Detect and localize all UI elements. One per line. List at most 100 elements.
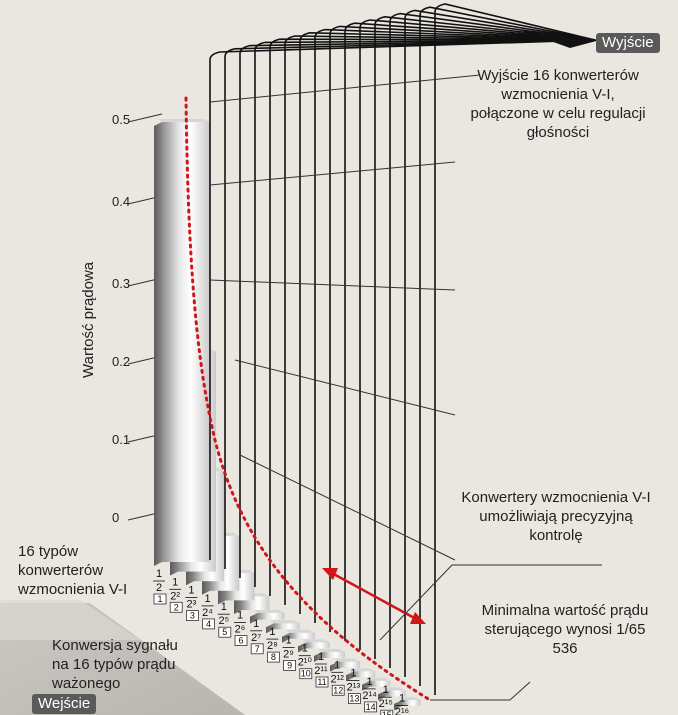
converter-column-1 <box>154 119 210 566</box>
fraction-numerator: 1 <box>318 651 324 663</box>
index-number: 7 <box>255 644 260 654</box>
wire-4 <box>254 39 596 587</box>
fraction-denominator: 2¹⁵ <box>379 698 393 710</box>
fraction-denominator: 2⁵ <box>218 615 229 627</box>
index-number: 9 <box>287 660 292 670</box>
fraction-denominator: 2¹⁴ <box>362 690 377 702</box>
index-box <box>234 635 248 646</box>
fraction-numerator: 1 <box>172 576 178 588</box>
fraction-numerator: 1 <box>367 676 373 688</box>
index-number: 4 <box>206 619 211 629</box>
fraction-denominator: 2¹¹ <box>314 665 328 677</box>
y-tick-line <box>127 113 163 123</box>
wire-16 <box>434 3 596 695</box>
fraction-label-1: 121 <box>153 568 167 605</box>
fraction-denominator: 2² <box>170 590 180 602</box>
fraction-label-8: 1 2⁸8 <box>266 626 280 663</box>
converter-column-14 <box>362 677 391 691</box>
y-tick-label: 0.1 <box>112 432 130 447</box>
index-number: 11 <box>317 677 326 687</box>
fraction-numerator: 1 <box>334 659 340 671</box>
index-number: 14 <box>366 702 376 712</box>
wire-10 <box>344 22 596 641</box>
wire-13 <box>389 12 596 668</box>
fraction-numerator: 1 <box>383 684 389 696</box>
index-number: 2 <box>174 602 179 612</box>
callout-outputs: Wyjście 16 konwerterów wzmocnienia V-I, … <box>470 67 646 141</box>
fraction-denominator: 2⁶ <box>235 624 246 636</box>
output-wires <box>209 3 596 695</box>
fraction-denominator: 2⁷ <box>251 632 261 644</box>
range-double-arrow <box>322 568 426 624</box>
index-box <box>380 709 394 715</box>
callout-minimum: Minimalna wartość prądu sterującego wyno… <box>481 602 649 657</box>
wire-9 <box>329 25 596 632</box>
index-number: 1 <box>157 594 162 604</box>
converter-column-13 <box>346 668 376 682</box>
fraction-numerator: 1 <box>269 626 275 638</box>
y-axis-label: Wartość prądowa <box>80 261 97 378</box>
index-number: 10 <box>301 669 311 679</box>
index-number: 3 <box>190 611 195 621</box>
wire-15 <box>419 6 596 686</box>
input-tag: Wejście <box>32 694 97 714</box>
y-tick-label: 0.4 <box>112 194 130 209</box>
index-box <box>202 618 216 630</box>
callout-converters: Konwertery wzmocnienia V-I umożliwiają p… <box>461 489 651 544</box>
fraction-label-5: 1 2⁵5 <box>217 601 232 638</box>
converter-column-10 <box>298 639 330 653</box>
fraction-denominator: 2¹³ <box>347 682 361 694</box>
y-tick-label: 0.3 <box>112 276 130 291</box>
wire-8 <box>314 28 596 623</box>
y-tick-label: 0 <box>112 510 119 525</box>
index-box <box>185 610 199 621</box>
fraction-denominator: 2¹⁰ <box>298 657 313 669</box>
fraction-label-4: 1 2⁴4 <box>201 593 216 630</box>
fraction-label-7: 1 2⁷7 <box>250 618 264 655</box>
output-tag: Wyjście <box>596 33 660 53</box>
wire-5 <box>269 38 596 596</box>
output-arrow <box>520 30 600 48</box>
callout-conversion: Konwersja sygnału na 16 typów prądu ważo… <box>52 637 178 692</box>
fraction-label-2: 1 2²2 <box>169 576 183 613</box>
fraction-label-16: 12¹⁶16 <box>395 693 409 715</box>
fraction-numerator: 1 <box>399 693 405 705</box>
wire-1 <box>209 39 596 560</box>
converter-column-15 <box>378 687 406 701</box>
fraction-denominator: 2¹² <box>330 673 344 685</box>
fraction-denominator: 2⁹ <box>283 648 294 660</box>
fraction-numerator: 1 <box>188 585 194 597</box>
index-number: 12 <box>333 685 343 695</box>
fraction-denominator: 2³ <box>187 599 197 611</box>
y-tick-label: 0.5 <box>112 112 130 127</box>
index-box <box>331 684 345 696</box>
converter-columns <box>154 119 421 710</box>
index-number: 8 <box>271 652 276 662</box>
index-number: 5 <box>222 627 227 637</box>
fraction-label-15: 1 2¹⁵15 <box>379 684 394 715</box>
converter-column-8 <box>266 620 300 634</box>
wire-14 <box>404 9 596 677</box>
fraction-numerator: 1 <box>221 601 227 613</box>
index-box <box>364 701 378 713</box>
index-box <box>218 626 232 638</box>
fraction-denominator: 2⁸ <box>267 640 278 652</box>
fraction-label-9: 1 2⁹9 <box>282 634 297 671</box>
index-box <box>299 668 313 680</box>
index-box <box>153 593 167 605</box>
converter-column-16 <box>394 697 421 710</box>
fraction-numerator: 1 <box>350 668 356 680</box>
wire-7 <box>299 31 596 614</box>
fraction-numerator: 1 <box>205 593 211 605</box>
fraction-denominator: 2¹⁶ <box>395 707 409 715</box>
callout-leaders <box>209 74 602 701</box>
index-box <box>315 676 329 688</box>
index-box <box>169 601 183 613</box>
index-box <box>250 643 264 655</box>
wire-3 <box>239 39 596 578</box>
fraction-numerator: 1 <box>286 634 292 646</box>
